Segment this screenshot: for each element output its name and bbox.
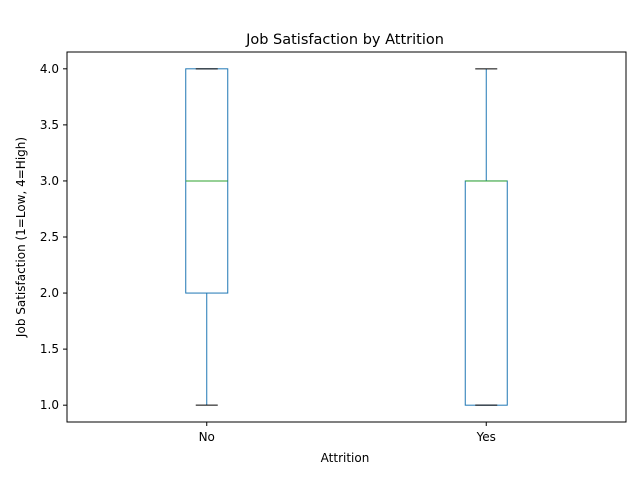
x-axis: No Yes: [199, 422, 496, 444]
box-yes: [464, 68, 508, 406]
y-tick-label: 2.0: [40, 286, 59, 300]
y-tick-label: 3.5: [40, 118, 59, 132]
x-tick-label: No: [199, 430, 215, 444]
x-tick-label: Yes: [476, 430, 496, 444]
y-axis-label: Job Satisfaction (1=Low, 4=High): [14, 137, 28, 338]
chart-title: Job Satisfaction by Attrition: [245, 32, 444, 48]
y-tick-label: 3.0: [40, 174, 59, 188]
y-tick-label: 2.5: [40, 230, 59, 244]
y-tick-label: 4.0: [40, 62, 59, 76]
box-no: [185, 68, 229, 406]
y-tick-label: 1.0: [40, 398, 59, 412]
y-tick-label: 1.5: [40, 342, 59, 356]
x-axis-label: Attrition: [321, 451, 370, 465]
y-axis: 1.0 1.5 2.0 2.5 3.0 3.5 4.0: [40, 62, 67, 412]
plot-area: [185, 68, 508, 406]
